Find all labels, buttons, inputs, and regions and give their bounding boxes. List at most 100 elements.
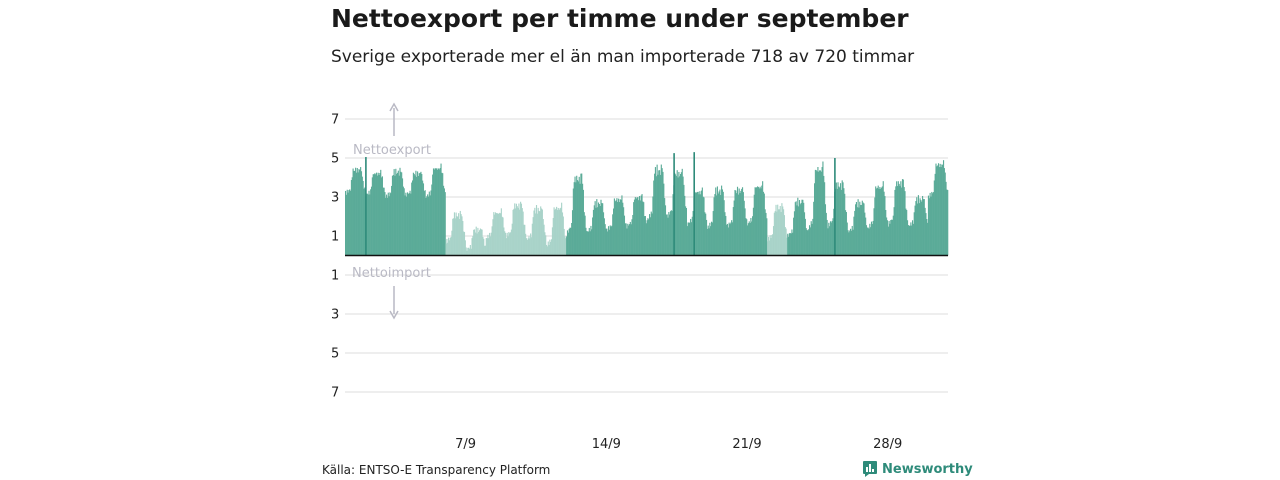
hour-bar — [419, 172, 421, 256]
chart-subtitle: Sverige exporterade mer el än man import… — [331, 47, 915, 67]
hour-bar — [510, 229, 512, 256]
hour-bar — [891, 219, 894, 256]
hour-bar — [912, 223, 914, 256]
hour-bar — [854, 210, 856, 256]
hour-bar — [710, 226, 712, 256]
hour-bar — [580, 173, 582, 256]
hour-bar — [389, 192, 391, 256]
hour-bar — [881, 187, 883, 256]
hour-bar — [855, 202, 858, 256]
hour-bar — [815, 170, 817, 256]
hour-bar — [539, 211, 541, 256]
hour-bar — [514, 203, 516, 256]
hour-bar — [942, 164, 944, 256]
chart-title: Nettoexport per timme under september — [331, 4, 909, 33]
hour-bar — [565, 238, 567, 256]
hour-bar — [453, 212, 456, 256]
hour-bar — [787, 233, 789, 256]
hour-bar — [713, 197, 715, 256]
hour-bar — [898, 183, 900, 256]
hour-bar — [411, 182, 413, 256]
hour-bar — [396, 172, 399, 256]
hour-bar — [469, 245, 471, 256]
hour-bar — [823, 175, 825, 256]
hour-bar — [455, 212, 457, 256]
hour-bar — [828, 222, 830, 256]
hour-bar — [444, 192, 446, 256]
hour-bar — [607, 226, 610, 256]
hour-bar — [741, 187, 744, 256]
y-tick-label: 7 — [331, 113, 339, 128]
hour-bar — [893, 207, 895, 256]
hour-bar — [561, 212, 564, 256]
hour-bar — [889, 223, 891, 256]
hour-bar — [905, 208, 907, 256]
hour-bar — [497, 213, 499, 256]
hour-bar — [764, 209, 766, 256]
hour-bar — [496, 213, 498, 256]
hour-bar — [524, 224, 526, 256]
hour-bar — [895, 186, 897, 256]
hour-bar — [861, 200, 863, 256]
hour-bar — [351, 177, 353, 256]
hour-bar — [403, 188, 405, 256]
hour-bar — [436, 168, 438, 256]
import-annotation: Nettoimport — [352, 266, 431, 281]
hour-bar — [576, 180, 579, 256]
hour-bar — [811, 223, 813, 256]
hour-bar — [473, 229, 475, 256]
hour-bar — [909, 225, 911, 256]
hour-bar — [633, 202, 635, 256]
hour-bar — [688, 222, 690, 256]
hour-bar — [675, 175, 677, 256]
hour-bar — [718, 191, 720, 256]
hour-bar — [393, 169, 395, 256]
hour-bar — [489, 232, 491, 256]
hour-bar — [658, 170, 660, 256]
hour-bar — [527, 238, 529, 256]
hour-bar — [737, 194, 739, 256]
hour-bar — [928, 198, 930, 256]
hour-bar — [824, 182, 826, 256]
hour-bar — [681, 168, 683, 256]
hour-bar — [420, 171, 422, 256]
hour-bar — [782, 206, 784, 256]
hour-bar — [462, 220, 464, 256]
hour-bar — [839, 183, 842, 256]
hour-bar — [417, 175, 419, 256]
hour-bar — [634, 197, 636, 256]
hour-bar — [394, 175, 396, 256]
hour-bar — [705, 213, 707, 256]
hour-bar — [611, 225, 613, 256]
hour-bar — [475, 226, 477, 256]
hour-bar — [474, 232, 476, 256]
hour-bar — [428, 191, 430, 256]
hour-bar — [846, 222, 848, 256]
hour-bar — [794, 202, 796, 256]
hour-bar — [813, 201, 815, 256]
hour-bar — [908, 225, 910, 256]
hour-bar — [870, 221, 873, 256]
hour-bar — [717, 193, 719, 256]
hour-bar — [669, 211, 672, 256]
hour-bar — [517, 207, 519, 256]
hour-bar — [849, 230, 851, 256]
hour-bar — [850, 228, 852, 256]
hour-bar — [613, 198, 615, 256]
hour-bar — [477, 227, 479, 256]
hour-bar — [600, 199, 602, 256]
hour-bar — [642, 201, 644, 256]
hour-bar — [632, 214, 634, 256]
hour-bar — [355, 167, 357, 256]
hour-bar — [902, 179, 904, 256]
hour-bar — [596, 199, 598, 256]
hour-bar — [920, 200, 922, 256]
hour-bar — [798, 206, 800, 256]
hour-bar — [449, 237, 451, 256]
hour-bar — [904, 191, 906, 256]
brand-logo[interactable]: Newsworthy — [863, 461, 973, 477]
hour-bar — [656, 164, 658, 256]
hour-bar — [778, 209, 780, 256]
hour-bar — [875, 188, 878, 256]
hour-bar — [818, 171, 820, 256]
